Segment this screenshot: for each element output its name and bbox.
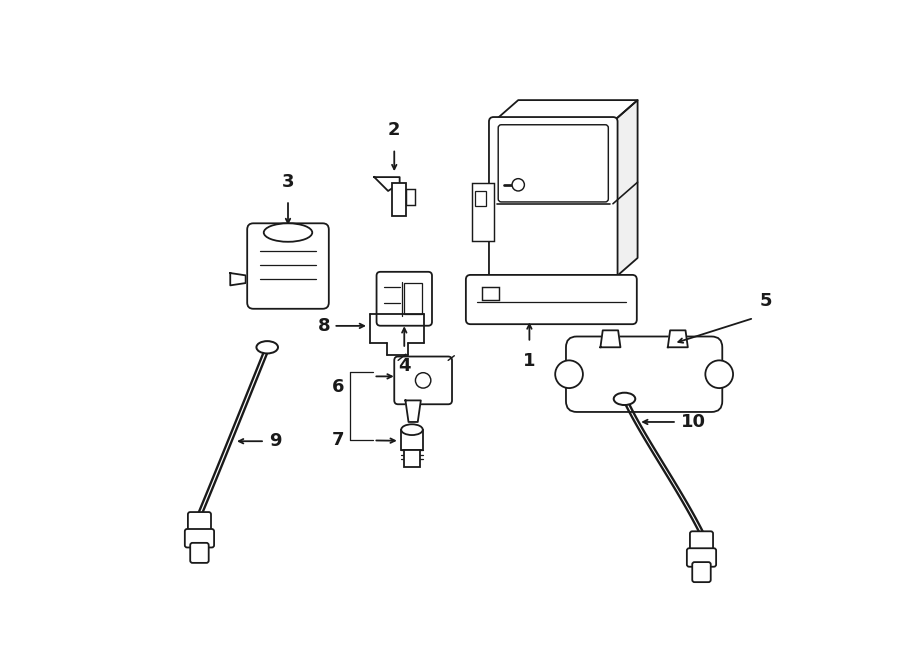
FancyBboxPatch shape: [188, 512, 211, 533]
FancyBboxPatch shape: [499, 125, 608, 202]
FancyBboxPatch shape: [566, 336, 723, 412]
Text: 7: 7: [332, 432, 344, 449]
Ellipse shape: [256, 341, 278, 354]
Bar: [472, 183, 493, 241]
Circle shape: [555, 360, 583, 388]
Bar: [404, 284, 422, 314]
Polygon shape: [613, 100, 637, 280]
Bar: [392, 183, 406, 215]
Text: 10: 10: [680, 413, 706, 431]
Circle shape: [416, 373, 431, 388]
Polygon shape: [374, 177, 400, 191]
FancyBboxPatch shape: [687, 548, 716, 566]
Text: 9: 9: [269, 432, 281, 450]
Circle shape: [706, 360, 734, 388]
Polygon shape: [600, 330, 620, 347]
FancyBboxPatch shape: [489, 117, 617, 284]
FancyBboxPatch shape: [184, 529, 214, 547]
FancyBboxPatch shape: [394, 356, 452, 405]
Text: 6: 6: [332, 378, 344, 396]
Polygon shape: [405, 401, 421, 422]
FancyBboxPatch shape: [466, 275, 637, 324]
Text: 5: 5: [760, 292, 771, 310]
Bar: [406, 190, 415, 205]
Ellipse shape: [264, 223, 312, 242]
Text: 2: 2: [388, 122, 400, 139]
Text: 1: 1: [523, 352, 536, 370]
Ellipse shape: [401, 424, 423, 435]
Circle shape: [512, 178, 525, 191]
FancyBboxPatch shape: [248, 223, 328, 309]
Text: 3: 3: [282, 173, 294, 191]
Bar: [401, 430, 423, 450]
Text: 8: 8: [318, 317, 330, 335]
FancyBboxPatch shape: [692, 562, 711, 582]
Polygon shape: [230, 273, 246, 286]
Bar: [403, 450, 420, 467]
Bar: [482, 288, 499, 299]
Polygon shape: [493, 100, 637, 122]
FancyBboxPatch shape: [376, 272, 432, 326]
Polygon shape: [668, 330, 688, 347]
FancyBboxPatch shape: [190, 543, 209, 563]
Text: 4: 4: [398, 358, 410, 375]
FancyBboxPatch shape: [690, 531, 713, 553]
Bar: [475, 191, 486, 206]
Ellipse shape: [614, 393, 635, 405]
